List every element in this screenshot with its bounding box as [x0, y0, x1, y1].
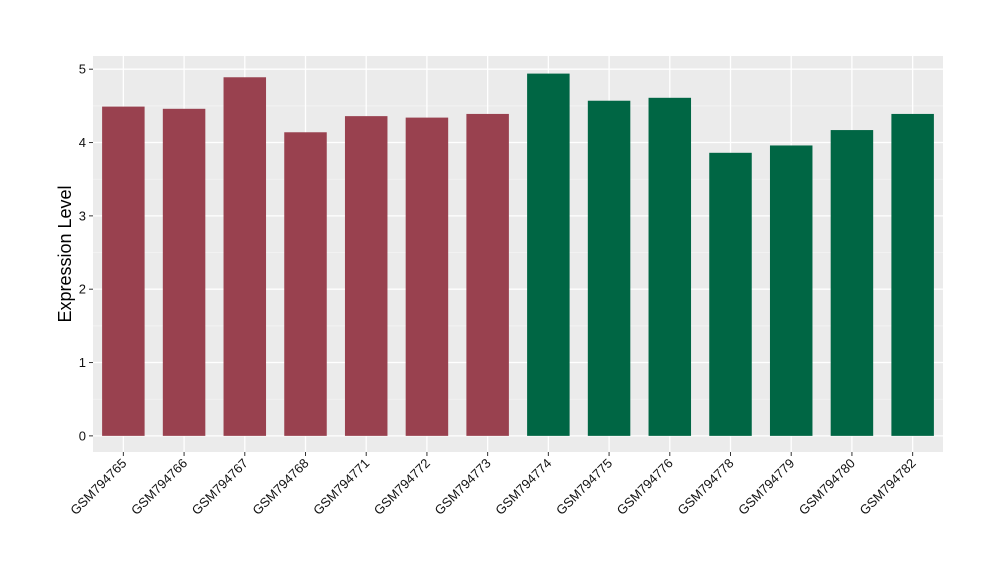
x-tick-label: GSM794779: [735, 456, 797, 518]
x-tick-label: GSM794771: [310, 456, 372, 518]
y-tick-label: 1: [79, 355, 86, 370]
bars: [102, 73, 934, 436]
x-tick-label: GSM794766: [128, 456, 190, 518]
bar-GSM794768: [284, 132, 327, 436]
x-tick-label: GSM794778: [674, 456, 736, 518]
y-tick-label: 4: [79, 135, 86, 150]
x-axis: GSM794765GSM794766GSM794767GSM794768GSM7…: [67, 452, 919, 518]
bar-GSM794766: [162, 108, 206, 436]
y-axis: 0 1 2 3 4 5: [79, 62, 93, 443]
bar-GSM794780: [830, 130, 874, 436]
bar-GSM794773: [466, 113, 509, 436]
x-tick-label: GSM794775: [553, 456, 615, 518]
bar-GSM794779: [769, 145, 813, 436]
y-tick-label: 5: [79, 62, 86, 77]
y-axis-title: Expression Level: [55, 185, 75, 322]
bar-GSM794776: [648, 97, 692, 436]
plot-panel: [93, 56, 943, 452]
y-tick-label: 2: [79, 282, 86, 297]
bar-GSM794765: [102, 106, 145, 436]
x-tick-label: GSM794776: [614, 456, 676, 518]
x-tick-label: GSM794765: [67, 456, 129, 518]
x-tick-label: GSM794774: [492, 456, 554, 518]
bar-GSM794772: [405, 117, 449, 436]
x-tick-label: GSM794768: [249, 456, 311, 518]
y-tick-label: 0: [79, 428, 86, 443]
bar-GSM794778: [709, 152, 752, 436]
bar-GSM794782: [891, 113, 934, 436]
bar-GSM794774: [527, 73, 570, 436]
x-tick-label: GSM794767: [189, 456, 251, 518]
x-tick-label: GSM794782: [857, 456, 919, 518]
y-tick-label: 3: [79, 208, 86, 223]
x-tick-label: GSM794780: [796, 456, 858, 518]
x-tick-label: GSM794773: [432, 456, 494, 518]
bar-GSM794767: [223, 77, 267, 436]
bar-GSM794771: [344, 116, 388, 436]
x-tick-label: GSM794772: [371, 456, 433, 518]
bar-GSM794775: [587, 100, 631, 436]
